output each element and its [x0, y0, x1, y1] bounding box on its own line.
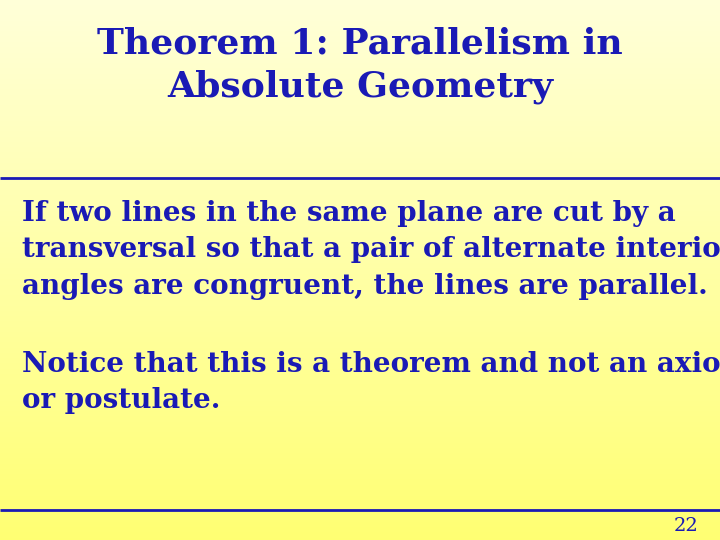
Text: Notice that this is a theorem and not an axiom
or postulate.: Notice that this is a theorem and not an…	[22, 351, 720, 415]
Text: 22: 22	[674, 517, 698, 535]
Text: Theorem 1: Parallelism in
Absolute Geometry: Theorem 1: Parallelism in Absolute Geome…	[97, 27, 623, 104]
Text: If two lines in the same plane are cut by a
transversal so that a pair of altern: If two lines in the same plane are cut b…	[22, 200, 720, 300]
